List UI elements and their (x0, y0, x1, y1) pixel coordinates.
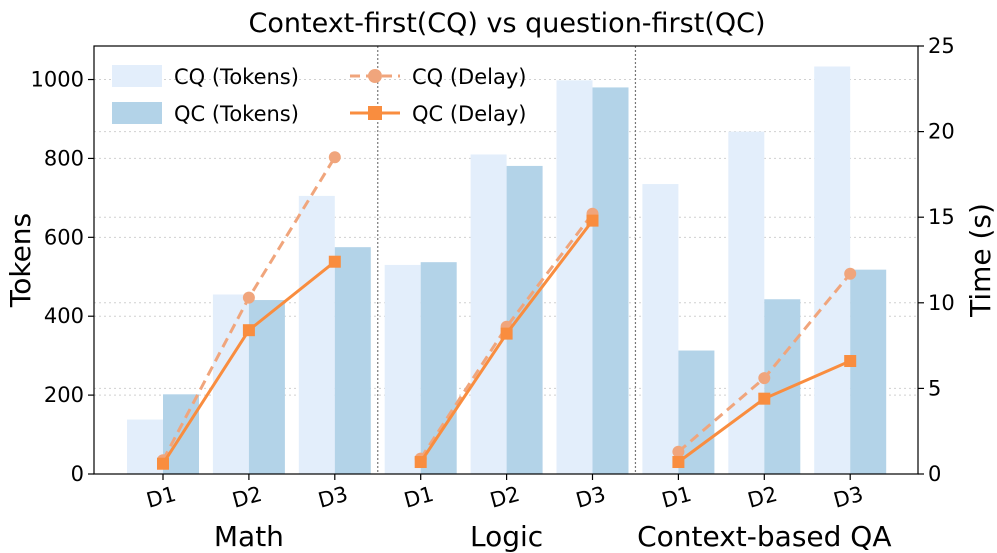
marker-qc-delay (242, 324, 255, 337)
bar-qc-tokens (420, 262, 457, 474)
bar-cq-tokens (556, 80, 593, 474)
legend: CQ (Tokens) QC (Tokens) CQ (Delay) QC (Dela… (112, 65, 526, 126)
bars (127, 66, 887, 475)
y2-axis-title: Time (s) (964, 203, 997, 318)
x-axis-ticks: D1 D2 D3 D1 D2 D3 D1 D2 D3 (144, 474, 866, 513)
bar-qc-tokens (678, 350, 715, 474)
group-label: Context-based QA (637, 520, 891, 553)
y2-tick-label: 10 (928, 291, 955, 315)
legend-marker (368, 106, 382, 120)
group-labels: Math Logic Context-based QA (214, 520, 892, 553)
delay-lines (157, 151, 857, 470)
x-tick-label: D1 (144, 482, 179, 513)
bar-qc-tokens (334, 247, 371, 474)
legend-label: CQ (Delay) (412, 65, 526, 89)
marker-qc-delay (157, 457, 169, 470)
legend-marker (368, 69, 382, 83)
x-tick-label: D1 (402, 482, 437, 513)
marker-cq-delay (758, 372, 771, 385)
y-tick-label: 0 (71, 462, 84, 486)
marker-cq-delay (672, 445, 685, 458)
marker-cq-delay (844, 267, 857, 280)
bar-cq-tokens (212, 294, 249, 474)
x-tick-label: D2 (230, 482, 265, 513)
y-tick-label: 200 (44, 383, 84, 407)
marker-qc-delay (672, 456, 685, 469)
y-tick-label: 800 (44, 146, 84, 170)
bar-cq-tokens (642, 184, 679, 474)
bar-cq-tokens (728, 131, 765, 474)
group-separators (377, 46, 637, 474)
y-tick-label: 400 (44, 304, 84, 328)
marker-qc-delay (328, 255, 341, 268)
bar-qc-tokens (592, 87, 629, 474)
chart-title: Context-first(CQ) vs question-first(QC) (249, 8, 766, 39)
right-axis-ticks: 0 5 10 15 20 25 (918, 34, 955, 486)
marker-qc-delay (758, 392, 771, 405)
x-tick-label: D3 (573, 482, 608, 513)
left-axis-ticks: 0 200 400 600 800 1000 (31, 68, 94, 486)
legend-swatch (112, 65, 162, 87)
x-tick-label: D2 (745, 482, 780, 513)
y2-tick-label: 15 (928, 205, 955, 229)
y2-tick-label: 0 (928, 462, 941, 486)
group-label: Math (214, 520, 284, 553)
x-tick-label: D3 (831, 482, 866, 513)
x-tick-label: D3 (316, 482, 351, 513)
y-axis-title: Tokens (4, 213, 37, 308)
x-tick-label: D2 (487, 482, 522, 513)
legend-label: QC (Tokens) (174, 102, 299, 126)
legend-swatch (112, 102, 162, 124)
y2-tick-label: 25 (928, 34, 955, 58)
line-cq-delay (419, 212, 594, 460)
x-tick-label: D1 (659, 482, 694, 513)
marker-qc-delay (500, 327, 513, 340)
y-tick-label: 600 (44, 225, 84, 249)
marker-qc-delay (414, 456, 427, 469)
bar-qc-tokens (850, 269, 887, 474)
marker-cq-delay (242, 291, 255, 304)
marker-qc-delay (586, 214, 599, 227)
bar-cq-tokens (384, 264, 421, 474)
y-tick-label: 1000 (31, 68, 84, 92)
legend-label: CQ (Tokens) (174, 65, 299, 89)
y2-tick-label: 20 (928, 120, 955, 144)
marker-cq-delay (328, 151, 341, 164)
marker-qc-delay (844, 355, 857, 368)
y2-tick-label: 5 (928, 376, 941, 400)
bar-cq-tokens (298, 195, 335, 474)
group-label: Logic (470, 520, 543, 553)
bar-cq-tokens (814, 66, 851, 474)
bar-cq-tokens (470, 154, 507, 475)
legend-label: QC (Delay) (412, 102, 526, 126)
